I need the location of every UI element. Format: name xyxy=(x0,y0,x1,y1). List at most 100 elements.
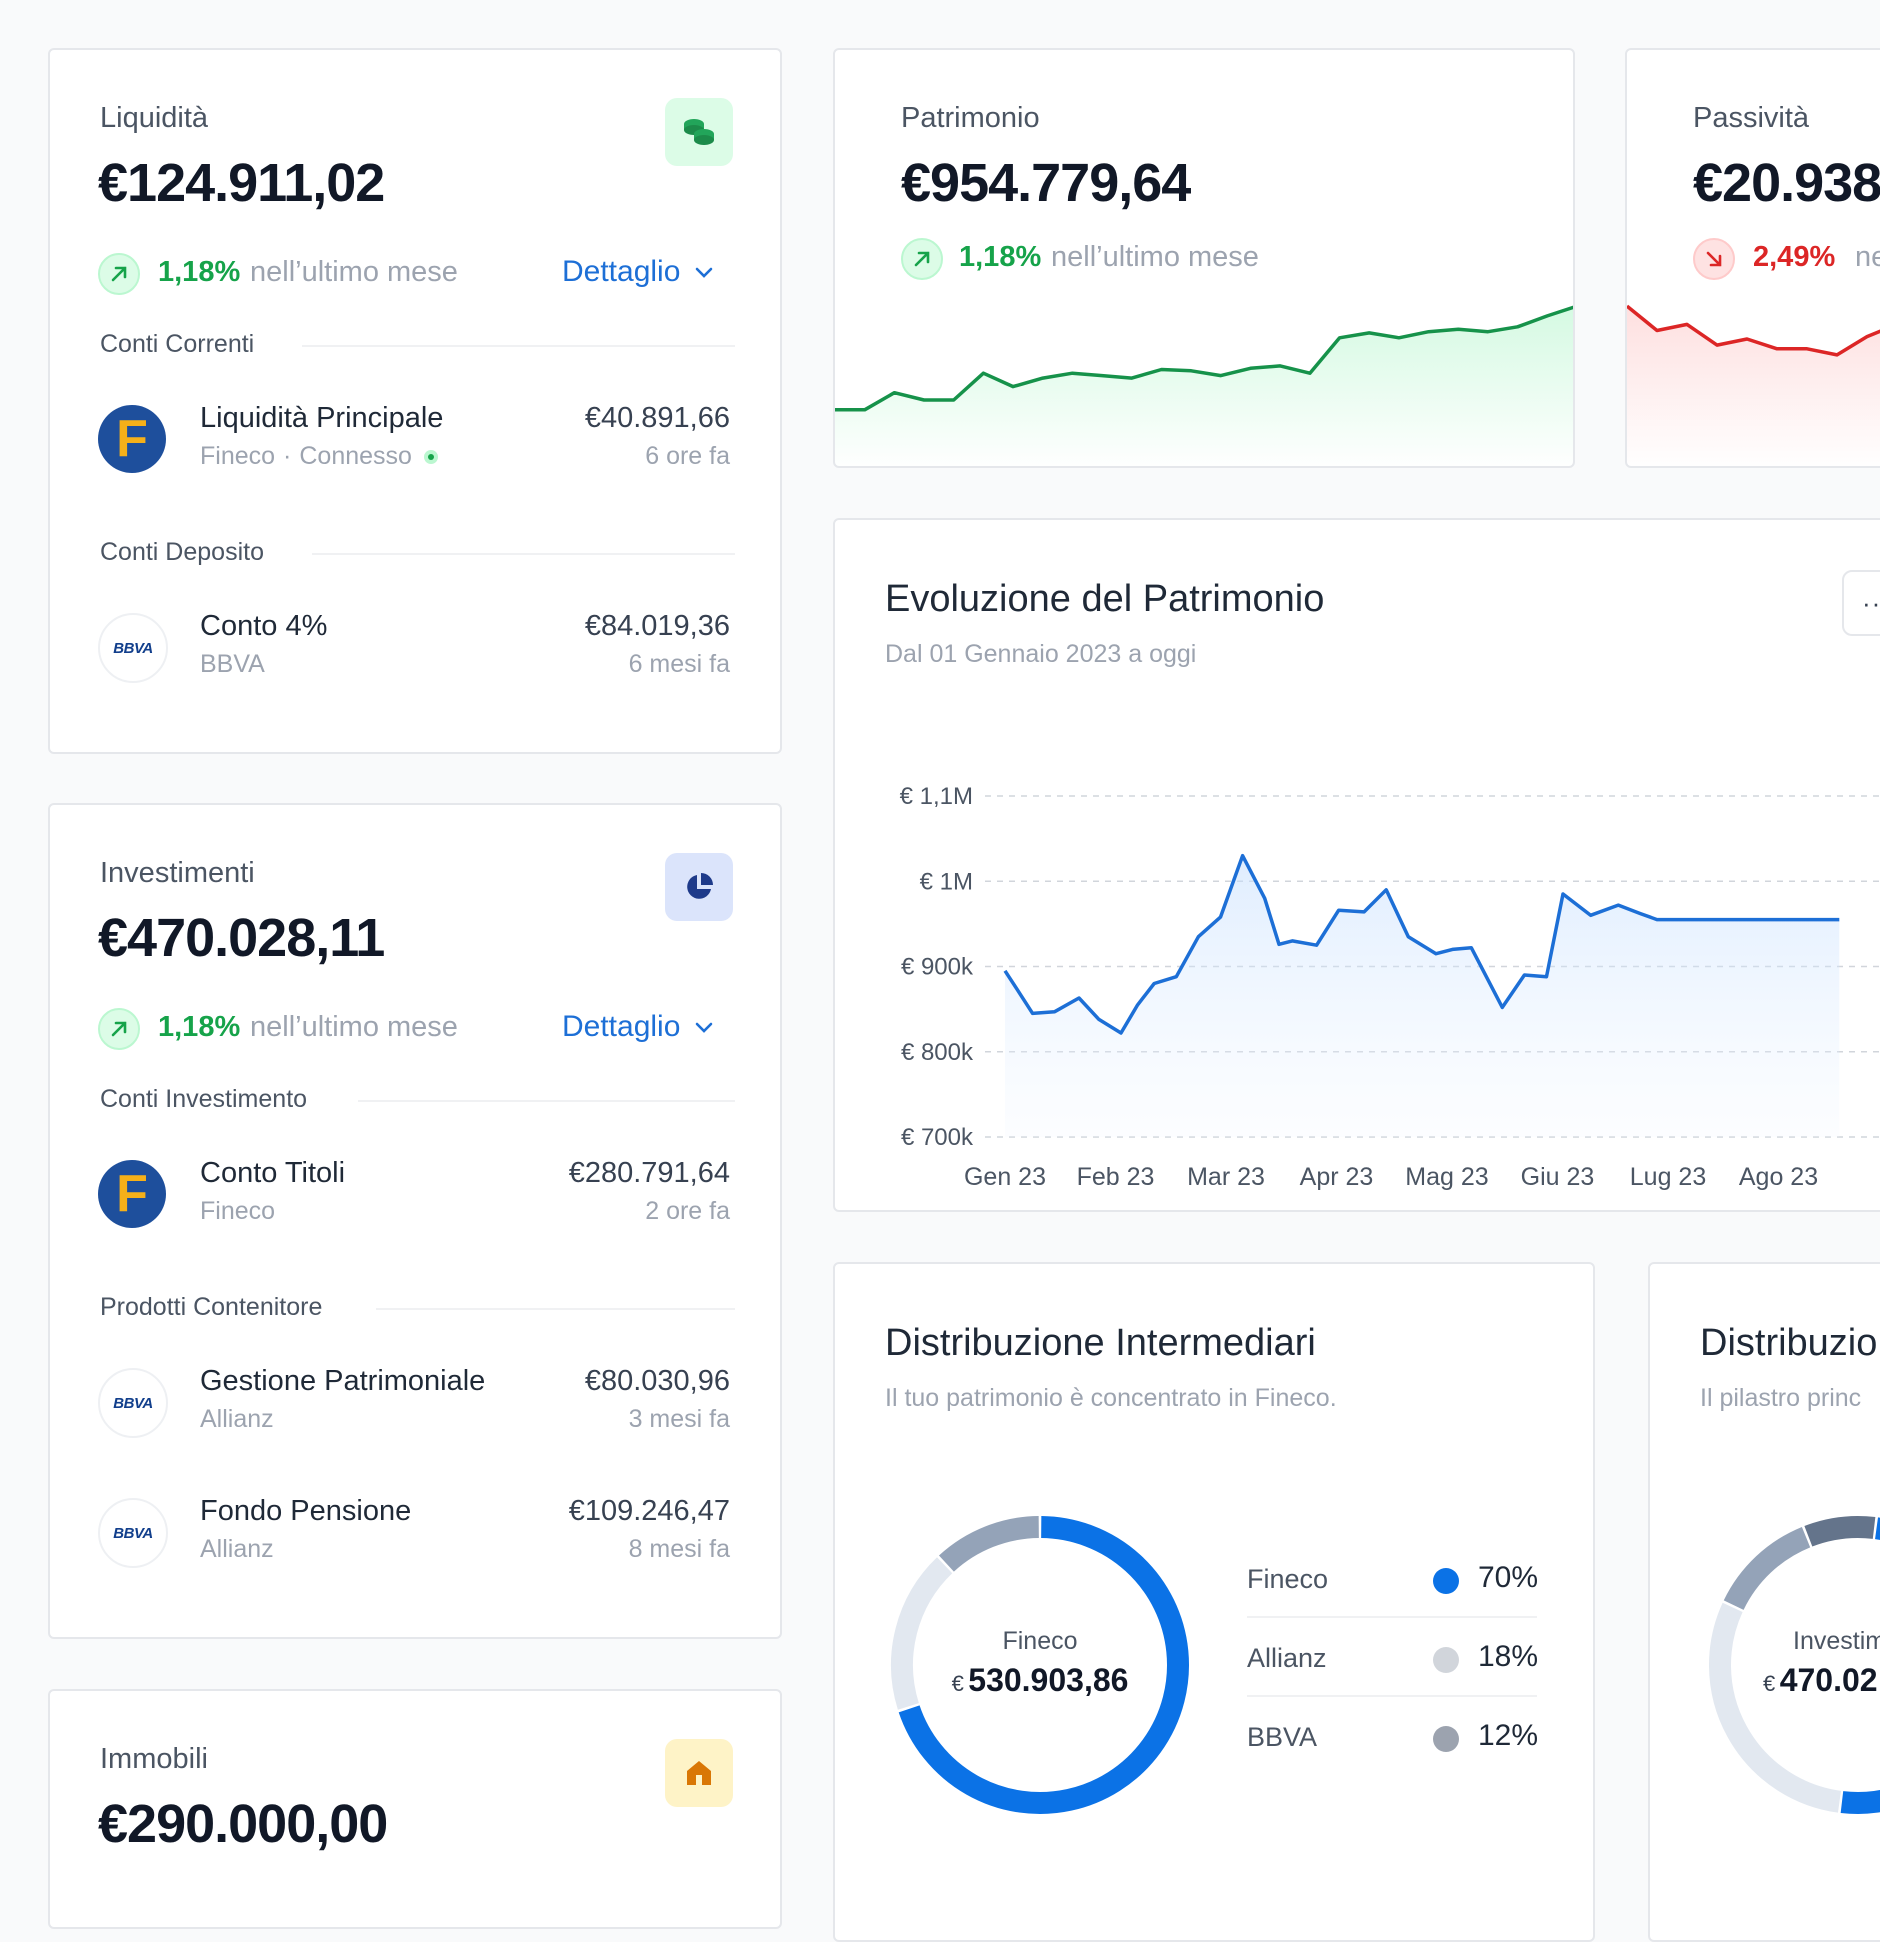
legend-label: BBVA xyxy=(1247,1722,1318,1752)
donut-center-value: € 530.903,86 xyxy=(885,1662,1195,1699)
donut-center-label: Investim xyxy=(1793,1627,1880,1655)
bbva-logo: BBVA xyxy=(98,1498,168,1568)
account-name[interactable]: Gestione Patrimoniale xyxy=(200,1365,486,1397)
distribuzione-donut xyxy=(891,1516,1189,1814)
liquidita-trend-pct: 1,18% xyxy=(158,256,241,288)
legend-dot xyxy=(1433,1568,1459,1594)
evoluzione-card: Evoluzione del Patrimonio Dal 01 Gennaio… xyxy=(833,518,1880,1212)
passivita-amount: €20.938 xyxy=(1693,153,1880,213)
y-tick-label: € 1,1M xyxy=(900,783,973,810)
evoluzione-subtitle: Dal 01 Gennaio 2023 a oggi xyxy=(885,640,1197,668)
investimenti-label: Investimenti xyxy=(100,857,255,889)
account-institution: BBVA xyxy=(200,650,265,678)
more-options-button[interactable]: ··· xyxy=(1842,570,1880,636)
passivita-label: Passività xyxy=(1693,102,1810,134)
fineco-logo: F xyxy=(98,1160,166,1228)
detail-link-label: Dettaglio xyxy=(562,255,681,288)
trend-up-icon xyxy=(98,253,140,295)
x-tick-label: Giu 23 xyxy=(1521,1163,1595,1191)
evoluzione-chart: € 1,1M € 1M € 900k € 800k € 700k Gen 23 Feb 23… xyxy=(900,783,1880,1191)
y-tick-label: € 1M xyxy=(920,868,973,895)
account-updated: 6 mesi fa xyxy=(628,650,730,678)
patrimonio-trend-text: nell’ultimo mese xyxy=(1051,241,1259,273)
account-name[interactable]: Liquidità Principale xyxy=(200,402,444,434)
sparkline-line xyxy=(835,305,1573,412)
currency-symbol: € xyxy=(951,1671,964,1696)
patrimonio-sparkline xyxy=(835,305,1573,466)
x-tick-label: Gen 23 xyxy=(964,1163,1046,1191)
sparkline-area xyxy=(1627,306,1880,466)
liquidita-label: Liquidità xyxy=(100,102,209,134)
detail-link-label: Dettaglio xyxy=(562,1010,681,1043)
account-updated: 6 ore fa xyxy=(645,442,730,470)
donut-slice xyxy=(938,1516,1040,1572)
immobili-label: Immobili xyxy=(100,1743,208,1775)
x-tick-label: Mar 23 xyxy=(1187,1163,1265,1191)
y-tick-label: € 800k xyxy=(901,1039,974,1066)
liquidita-card: Liquidità €124.911,02 1,18% nell’ultimo … xyxy=(48,48,782,754)
x-tick-label: Ago 23 xyxy=(1739,1163,1818,1191)
separator-dot: · xyxy=(283,442,292,470)
account-name[interactable]: Conto 4% xyxy=(200,610,328,642)
chevron-down-icon xyxy=(696,1022,713,1033)
liquidita-detail-link[interactable]: Dettaglio xyxy=(562,255,714,289)
legend-dot xyxy=(1433,1647,1459,1673)
account-institution: Allianz xyxy=(200,1535,274,1563)
account-name[interactable]: Conto Titoli xyxy=(200,1157,346,1189)
legend-pct: 18% xyxy=(1478,1640,1539,1673)
coins-icon xyxy=(665,98,733,166)
account-sub: Fineco · Connesso xyxy=(200,442,438,471)
account-value: €80.030,96 xyxy=(584,1365,730,1397)
distribuzione2-card: Distribuzio Il pilastro princ Investim €… xyxy=(1648,1262,1880,1942)
trend-up-icon xyxy=(98,1008,140,1050)
passivita-sparkline xyxy=(1627,304,1880,466)
account-value: €84.019,36 xyxy=(584,610,730,642)
pie-chart-icon xyxy=(665,853,733,921)
y-tick-label: € 900k xyxy=(901,954,974,981)
account-name[interactable]: Fondo Pensione xyxy=(200,1495,412,1527)
bbva-logo: BBVA xyxy=(98,1368,168,1438)
section-title: Conti Investimento xyxy=(100,1085,308,1113)
donut-slice xyxy=(1804,1516,1876,1547)
account-value: €40.891,66 xyxy=(584,402,730,434)
distribuzione2-subtitle: Il pilastro princ xyxy=(1700,1384,1862,1412)
investimenti-trend-pct: 1,18% xyxy=(158,1011,241,1043)
trend-down-icon xyxy=(1693,238,1735,280)
sparkline-area xyxy=(835,307,1573,466)
evo-area xyxy=(1005,855,1840,1137)
legend-dot xyxy=(1433,1726,1459,1752)
donut-slice xyxy=(1723,1526,1811,1611)
immobili-amount: €290.000,00 xyxy=(98,1794,388,1854)
account-updated: 3 mesi fa xyxy=(628,1405,730,1433)
passivita-trend-text: ne xyxy=(1855,241,1880,273)
passivita-trend-pct: 2,49% xyxy=(1753,241,1836,273)
donut-slice xyxy=(1709,1602,1842,1813)
account-institution: Fineco xyxy=(200,442,276,470)
investimenti-trend-text: nell’ultimo mese xyxy=(250,1011,458,1043)
distribuzione-card: Distribuzione Intermediari Il tuo patrim… xyxy=(833,1262,1595,1942)
account-updated: 8 mesi fa xyxy=(628,1535,730,1563)
donut-center-label: Fineco xyxy=(1002,1627,1078,1655)
immobili-card: Immobili €290.000,00 xyxy=(48,1689,782,1929)
passivita-card: Passività €20.938 2,49% ne xyxy=(1625,48,1880,468)
legend-label: Fineco xyxy=(1247,1564,1329,1594)
section-title: Conti Deposito xyxy=(100,538,264,566)
bbva-logo: BBVA xyxy=(98,613,168,683)
distribuzione2-donut xyxy=(1709,1516,1880,1814)
account-institution: Allianz xyxy=(200,1405,274,1433)
patrimonio-trend-pct: 1,18% xyxy=(959,241,1042,273)
investimenti-card: Investimenti €470.028,11 1,18% nell’ulti… xyxy=(48,803,782,1639)
liquidita-amount: €124.911,02 xyxy=(98,153,385,213)
account-institution: Fineco xyxy=(200,1197,276,1225)
patrimonio-label: Patrimonio xyxy=(901,102,1040,134)
center-amount: 470.02 xyxy=(1779,1662,1878,1698)
investimenti-detail-link[interactable]: Dettaglio xyxy=(562,1010,714,1044)
account-value: €109.246,47 xyxy=(568,1495,730,1527)
donut-slice xyxy=(891,1557,953,1710)
distribuzione-title: Distribuzione Intermediari xyxy=(885,1322,1316,1364)
donut-center-value: € 470.02 xyxy=(1763,1662,1878,1699)
trend-up-icon xyxy=(901,238,943,280)
x-tick-label: Feb 23 xyxy=(1077,1163,1155,1191)
x-tick-label: Apr 23 xyxy=(1300,1163,1374,1191)
donut-slice xyxy=(898,1516,1189,1814)
